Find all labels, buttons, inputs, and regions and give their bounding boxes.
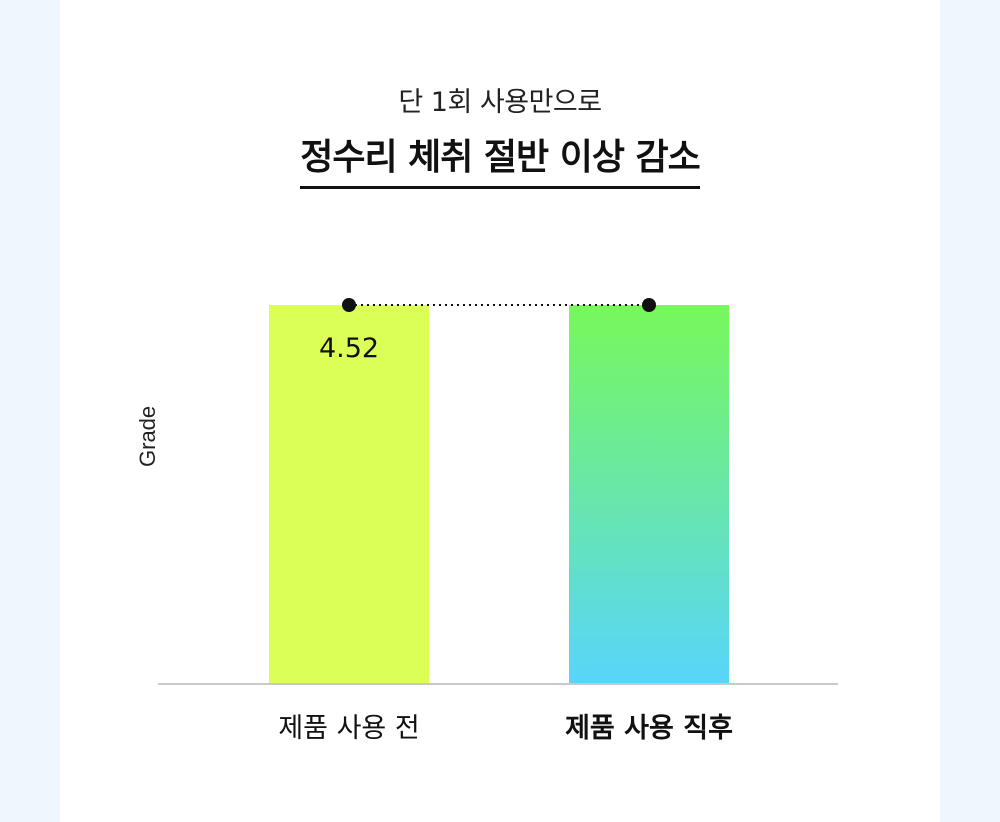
x-tick-label-2: 제품 사용 직후 (565, 713, 733, 744)
data-label-1: 4.52 (319, 333, 379, 364)
chart-title: 정수리 체취 절반 이상 감소 (300, 128, 701, 189)
bar-1 (269, 305, 429, 684)
x-tick-label-1: 제품 사용 전 (278, 713, 419, 744)
bar-2 (569, 305, 729, 684)
data-point-2 (642, 298, 656, 312)
data-point-1 (342, 298, 356, 312)
chart-subtitle: 단 1회 사용만으로 (398, 87, 602, 118)
chart-title-wrapper: 정수리 체취 절반 이상 감소 (0, 128, 1000, 189)
